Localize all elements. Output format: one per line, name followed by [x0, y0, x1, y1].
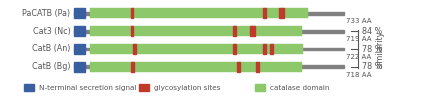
Bar — [233, 26, 236, 36]
Bar — [130, 8, 133, 18]
Bar — [74, 48, 344, 50]
Text: Cat3 (Nc): Cat3 (Nc) — [33, 27, 70, 36]
Bar — [250, 26, 252, 36]
Bar — [74, 44, 85, 54]
Bar — [74, 62, 85, 72]
Bar — [263, 8, 266, 18]
Bar — [263, 44, 266, 54]
Text: 733 AA: 733 AA — [346, 18, 371, 24]
Bar — [90, 8, 308, 18]
Bar — [130, 26, 133, 36]
Bar — [90, 26, 302, 36]
Bar — [256, 62, 259, 72]
Bar — [252, 26, 255, 36]
Text: 722 AA: 722 AA — [346, 54, 371, 60]
Bar — [139, 84, 149, 91]
Text: 78 %: 78 % — [362, 44, 383, 54]
Bar — [90, 44, 303, 54]
Text: glycosylation sites: glycosylation sites — [154, 85, 221, 91]
Bar — [74, 8, 85, 18]
Bar — [74, 26, 85, 36]
Bar — [270, 44, 273, 54]
Text: 78 %: 78 % — [362, 62, 383, 71]
Bar — [233, 44, 236, 54]
Text: 84 %: 84 % — [362, 27, 383, 36]
Text: CatB (An): CatB (An) — [32, 44, 70, 54]
Bar — [24, 84, 34, 91]
Text: catalase domain: catalase domain — [270, 85, 329, 91]
Bar — [74, 30, 344, 33]
Bar — [74, 65, 344, 68]
Bar — [133, 44, 136, 54]
Text: PaCATB (Pa): PaCATB (Pa) — [22, 9, 70, 18]
Bar — [255, 84, 265, 91]
Text: 719 AA: 719 AA — [346, 36, 371, 42]
Bar — [74, 12, 344, 15]
Bar — [90, 62, 302, 72]
Text: N-terminal secretion signal: N-terminal secretion signal — [39, 85, 136, 91]
Bar — [281, 8, 284, 18]
Bar — [131, 62, 134, 72]
Text: CatB (Bg): CatB (Bg) — [32, 62, 70, 71]
Bar — [237, 62, 239, 72]
Bar — [279, 8, 281, 18]
Text: 718 AA: 718 AA — [346, 72, 371, 78]
Text: similarity: similarity — [376, 30, 385, 68]
